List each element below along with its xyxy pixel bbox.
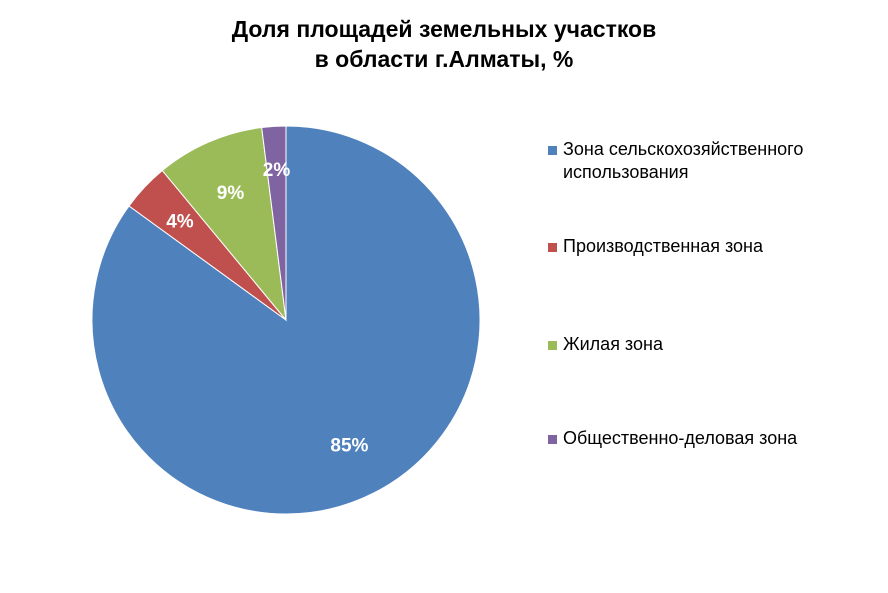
pie-slices <box>91 125 481 515</box>
legend-label: Производственная зона <box>563 236 764 256</box>
legend-item-residential: Жилая зона <box>548 333 868 356</box>
legend-item-agricultural: Зона сельскохозяйственного использования <box>548 138 868 184</box>
legend-item-business: Общественно-деловая зона <box>548 427 868 450</box>
legend-swatch <box>548 435 557 444</box>
data-label-industrial: 4% <box>166 211 194 232</box>
legend-swatch <box>548 341 557 350</box>
pie-slice-business <box>261 125 287 321</box>
chart-title-line-2: в области г.Алматы, % <box>314 46 574 72</box>
data-label-residential: 9% <box>217 183 245 204</box>
data-label-agricultural: 85% <box>330 435 368 456</box>
chart-title-line-1: Доля площадей земельных участков <box>231 16 657 42</box>
pie-slice-residential <box>161 126 287 322</box>
legend-label: Жилая зона <box>563 334 663 354</box>
legend-swatch <box>548 243 557 252</box>
legend-label: Общественно-деловая зона <box>563 428 798 448</box>
legend-item-industrial: Производственная зона <box>548 235 868 258</box>
chart-title: Доля площадей земельных участков в облас… <box>0 14 888 74</box>
legend-swatch <box>548 146 557 155</box>
legend-label: Зона сельскохозяйственного использования <box>563 139 804 182</box>
data-label-business: 2% <box>263 160 291 181</box>
pie-data-labels: 85% 4% 9% 2% <box>166 160 368 456</box>
